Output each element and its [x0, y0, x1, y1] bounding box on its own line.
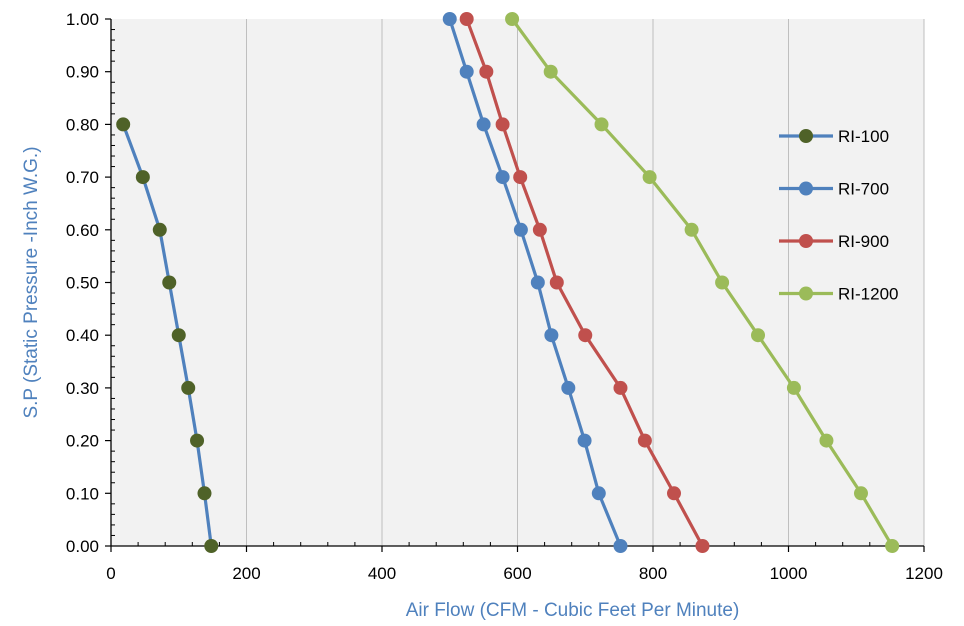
data-point	[549, 275, 564, 290]
data-point	[513, 170, 528, 185]
legend-swatch-marker	[799, 234, 813, 248]
legend-item: RI-900	[779, 232, 889, 251]
data-point	[684, 222, 699, 237]
data-point	[495, 117, 510, 132]
series-ri-1200	[505, 12, 900, 553]
y-tick-label: 0.80	[66, 115, 99, 134]
legend-label: RI-700	[838, 180, 889, 199]
data-point	[613, 380, 628, 395]
data-point	[695, 539, 710, 553]
tick-labels: 0.00 0.10 0.20 0.30 0.40 0.50 0.60 0.70 0.80 0.90…	[66, 10, 943, 583]
data-point	[751, 328, 766, 343]
data-point	[819, 433, 834, 448]
legend: RI-100 RI-700 RI-900 RI-1200	[779, 127, 898, 304]
data-point	[513, 222, 528, 237]
data-point	[495, 170, 510, 185]
data-point	[476, 117, 491, 132]
data-point	[152, 222, 167, 237]
data-point	[637, 433, 652, 448]
x-axis-title: Air Flow (CFM - Cubic Feet Per Minute)	[406, 600, 740, 621]
data-point	[181, 380, 196, 395]
data-point	[442, 12, 457, 26]
data-point	[459, 12, 474, 26]
y-tick-label: 0.60	[66, 221, 99, 240]
x-tick-label: 600	[503, 564, 531, 583]
data-point	[530, 275, 545, 290]
data-point	[613, 539, 628, 553]
data-point	[577, 433, 592, 448]
y-tick-label: 0.00	[66, 537, 99, 556]
data-point	[190, 433, 205, 448]
axes	[105, 18, 925, 552]
legend-swatch-marker	[799, 286, 813, 301]
series-lines	[116, 12, 900, 553]
legend-swatch-marker	[799, 181, 813, 196]
y-tick-label: 0.50	[66, 274, 99, 293]
data-point	[667, 486, 682, 501]
data-point	[561, 380, 576, 395]
data-point	[204, 539, 219, 553]
data-point	[642, 170, 657, 185]
data-point	[544, 328, 559, 343]
x-tick-label: 400	[368, 564, 396, 583]
y-tick-label: 0.30	[66, 379, 99, 398]
data-point	[543, 64, 558, 79]
y-tick-label: 0.70	[66, 168, 99, 187]
data-point	[853, 486, 868, 501]
data-point	[885, 539, 900, 553]
series-ri-900	[459, 12, 710, 553]
y-tick-label: 0.90	[66, 63, 99, 82]
series-ri-700	[442, 12, 628, 553]
x-tick-label: 1200	[905, 564, 943, 583]
legend-item: RI-1200	[779, 285, 898, 304]
legend-label: RI-1200	[838, 285, 898, 304]
x-tick-label: 200	[232, 564, 260, 583]
data-point	[505, 12, 520, 26]
data-point	[786, 380, 801, 395]
data-point	[162, 275, 177, 290]
data-point	[715, 275, 730, 290]
y-tick-label: 0.40	[66, 326, 99, 345]
legend-swatch-marker	[799, 129, 813, 143]
data-point	[578, 328, 593, 343]
data-point	[479, 64, 494, 79]
x-tick-label: 0	[106, 564, 115, 583]
legend-label: RI-100	[838, 127, 889, 146]
legend-label: RI-900	[838, 232, 889, 251]
gridlines	[246, 19, 925, 546]
data-point	[116, 117, 131, 132]
data-point	[459, 64, 474, 79]
series-ri-100	[116, 117, 219, 553]
data-point	[594, 117, 609, 132]
data-point	[171, 328, 186, 343]
data-point	[532, 222, 547, 237]
y-tick-label: 1.00	[66, 10, 99, 29]
data-point	[197, 486, 212, 501]
data-point	[135, 170, 150, 185]
x-tick-label: 800	[639, 564, 667, 583]
x-tick-label: 1000	[770, 564, 808, 583]
legend-item: RI-700	[779, 180, 889, 199]
y-tick-label: 0.20	[66, 432, 99, 451]
y-tick-label: 0.10	[66, 484, 99, 503]
legend-item: RI-100	[779, 127, 889, 146]
data-point	[591, 486, 606, 501]
y-axis-title: S.P (Static Pressure -Inch W.G.)	[21, 146, 42, 418]
